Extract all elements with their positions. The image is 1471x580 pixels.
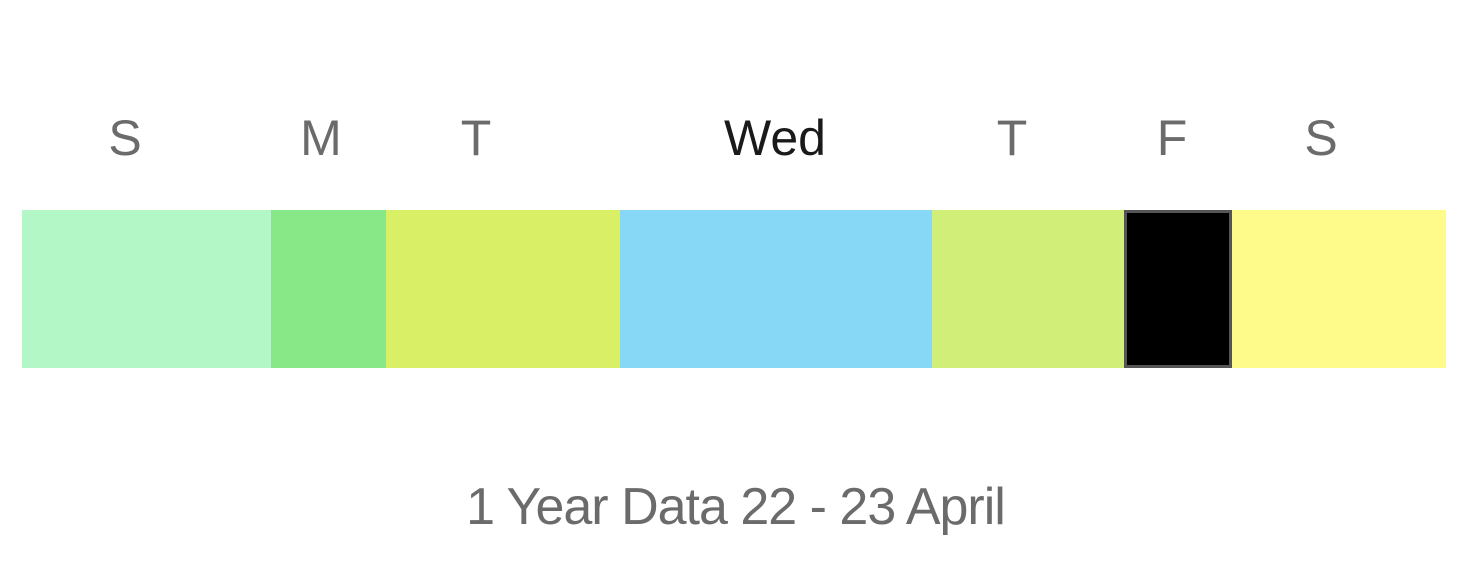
day-label-saturday[interactable]: S — [1304, 110, 1338, 166]
day-segment-tuesday[interactable] — [386, 210, 620, 368]
day-segment-sunday[interactable] — [22, 210, 271, 368]
day-segment-friday[interactable] — [1124, 210, 1232, 368]
day-label-monday[interactable]: M — [300, 110, 342, 166]
day-label-friday[interactable]: F — [1156, 110, 1188, 166]
day-label-thursday[interactable]: T — [996, 110, 1028, 166]
day-segment-thursday[interactable] — [932, 210, 1124, 368]
day-color-bar — [22, 210, 1446, 368]
day-segment-saturday[interactable] — [1232, 210, 1446, 368]
day-label-sunday[interactable]: S — [108, 110, 142, 166]
data-range-caption: 1 Year Data 22 - 23 April — [466, 478, 1006, 536]
day-labels: S M T Wed T F S — [0, 98, 1471, 178]
day-label-tuesday[interactable]: T — [460, 110, 492, 166]
day-label-wednesday[interactable]: Wed — [724, 110, 826, 166]
day-segment-wednesday[interactable] — [620, 210, 932, 368]
day-segment-monday[interactable] — [271, 210, 386, 368]
